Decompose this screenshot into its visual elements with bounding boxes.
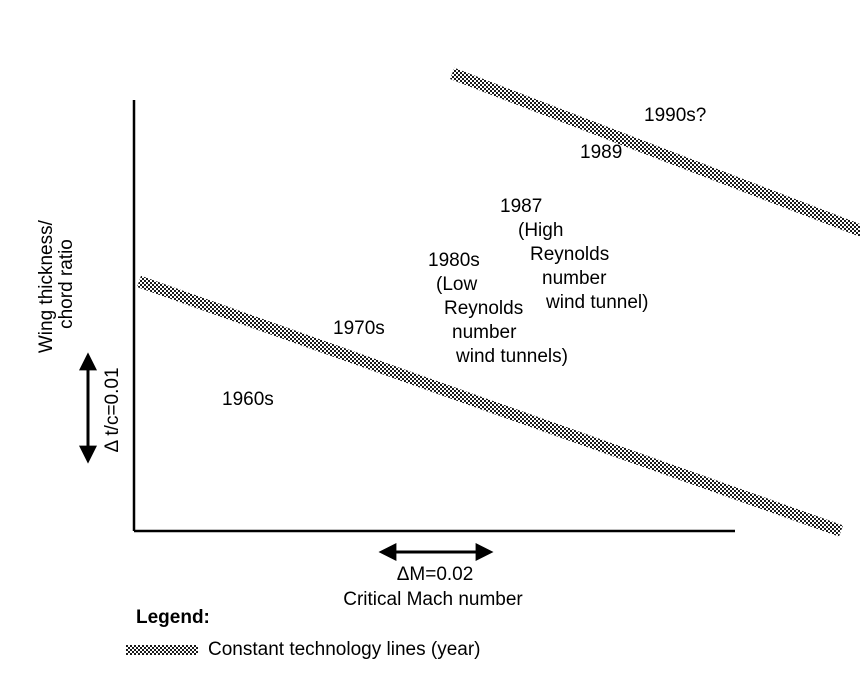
x-scale-label: ΔM=0.02 xyxy=(397,564,474,585)
series-label-1989: 1989 xyxy=(580,142,622,163)
y-scale-label: Δ t/c=0.01 xyxy=(102,367,123,452)
label-layer: 1960s 1970s 1980s (Low Reynolds number wind tu… xyxy=(222,105,706,410)
series-label-1990s: 1990s? xyxy=(644,105,706,126)
tech-line-1960s xyxy=(136,275,844,537)
y-axis-label: Wing thickness/ chord ratio xyxy=(36,215,77,353)
series-label-line: 1970s xyxy=(333,318,385,339)
series-label-line: (High xyxy=(518,220,563,241)
legend-entry: Constant technology lines (year) xyxy=(126,637,480,663)
series-label-line: wind tunnel) xyxy=(545,292,648,313)
tech-line-1970s xyxy=(450,67,860,237)
series-label-line: 1960s xyxy=(222,389,274,410)
series-label-line: number xyxy=(452,322,517,343)
legend-swatch xyxy=(126,645,198,655)
series-label-1960s: 1960s xyxy=(222,389,274,410)
series-label-line: 1989 xyxy=(580,142,622,163)
series-label-line: (Low xyxy=(436,274,477,295)
series-label-line: 1980s xyxy=(428,250,480,271)
series-label-line: 1990s? xyxy=(644,105,706,126)
series-label-1970s: 1970s xyxy=(333,318,385,339)
legend-title: Legend: xyxy=(136,607,210,628)
series-label-line: number xyxy=(542,268,607,289)
series-label-line: Reynolds xyxy=(530,244,609,265)
legend-entry-label: Constant technology lines (year) xyxy=(208,639,481,660)
y-axis-label-line-2: chord ratio xyxy=(56,239,77,329)
series-label-line: Reynolds xyxy=(444,298,523,319)
series-label-1987: 1987 (High Reynolds number wind tunnel) xyxy=(500,196,648,313)
series-label-1980s: 1980s (Low Reynolds number wind tunnels) xyxy=(428,250,568,367)
series-layer xyxy=(136,67,860,537)
x-axis-label: Critical Mach number xyxy=(343,589,523,610)
series-label-line: 1987 xyxy=(500,196,542,217)
y-axis-label-line-1: Wing thickness/ xyxy=(36,219,57,353)
series-label-line: wind tunnels) xyxy=(455,346,568,367)
